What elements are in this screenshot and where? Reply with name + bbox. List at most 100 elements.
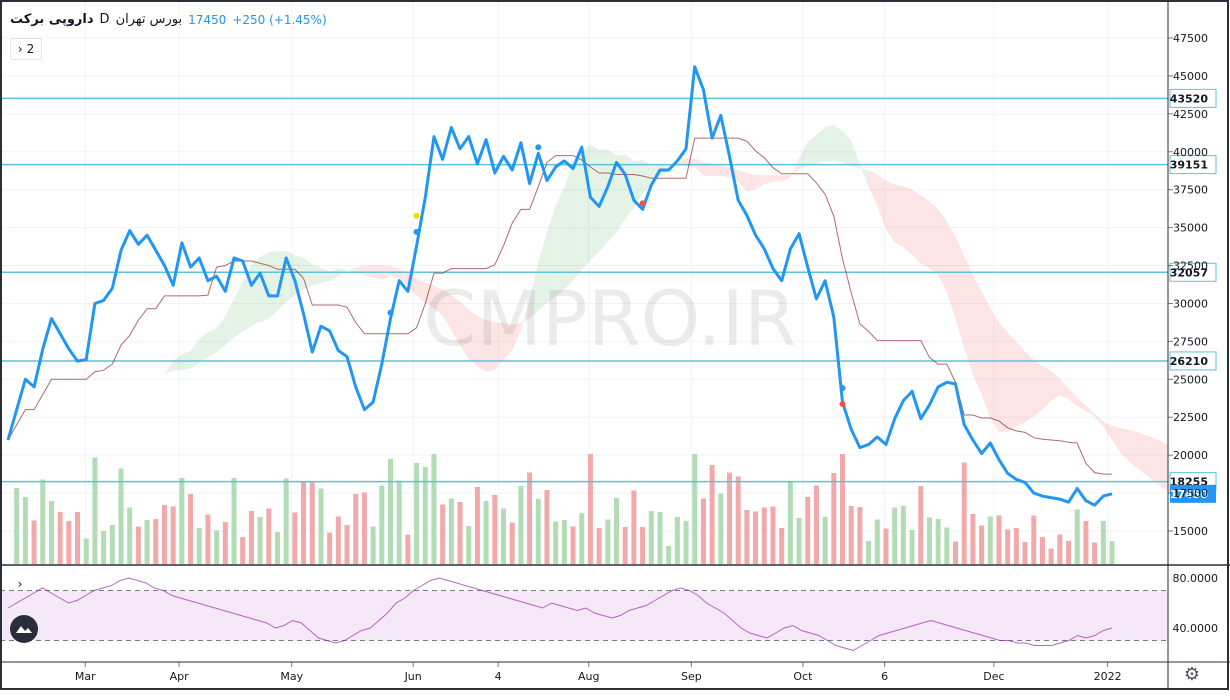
level-label-box	[1169, 262, 1217, 282]
cloud-segment	[1146, 435, 1156, 484]
signal-dot	[387, 309, 394, 316]
cloud-segment	[790, 158, 800, 178]
cloud-segment	[981, 290, 991, 418]
cloud-segment	[972, 275, 982, 395]
cloud-segment	[929, 201, 939, 276]
cloud-segment	[312, 264, 321, 286]
volume-bar	[700, 498, 706, 564]
cloud-segment	[720, 165, 730, 178]
volume-bar	[1100, 521, 1106, 564]
gear-icon[interactable]: ⚙	[1183, 664, 1200, 685]
rsi-tick-label: 80.0000	[1173, 572, 1219, 585]
volume-bar	[874, 519, 880, 564]
volume-bar	[840, 454, 846, 564]
volume-bar	[761, 507, 767, 564]
cloud-segment	[633, 159, 643, 208]
volume-bar	[161, 505, 167, 564]
cloud-segment	[912, 189, 921, 264]
interval-label[interactable]: D	[99, 12, 110, 27]
cloud-segment	[1016, 341, 1026, 427]
volume-bar	[109, 525, 115, 564]
volume-bar	[813, 485, 819, 564]
volume-bar	[1005, 529, 1011, 564]
level-label: 43520	[1170, 92, 1209, 105]
volume-bar	[779, 528, 785, 564]
cloud-segment	[529, 262, 539, 319]
cloud-segment	[329, 267, 339, 282]
cloud-segment	[416, 278, 426, 304]
cloud-segment	[564, 164, 574, 290]
level-label: 26210	[1170, 355, 1209, 368]
volume-bar	[344, 525, 350, 564]
volume-bar	[909, 530, 915, 564]
cloud-segment	[903, 186, 913, 255]
volume-bar	[301, 481, 307, 564]
volume-bar	[500, 508, 506, 564]
volume-bar	[1109, 541, 1115, 564]
cloud-segment	[477, 315, 487, 372]
volume-bar	[631, 490, 637, 564]
rsi-toggle-button[interactable]: ›	[10, 576, 30, 592]
volume-bar	[1057, 534, 1063, 564]
cloud-segment	[1120, 428, 1130, 462]
cloud-segment	[1033, 359, 1043, 417]
x-tick-label: Oct	[793, 670, 813, 683]
cloud-segment	[225, 299, 235, 345]
y-tick-label: 32500	[1173, 260, 1208, 273]
volume-bar	[205, 514, 211, 564]
y-tick-label: 42500	[1173, 108, 1208, 121]
volume-bar	[787, 481, 793, 564]
volume-bar	[353, 494, 359, 564]
collapse-indicators-button[interactable]: › 2	[10, 38, 42, 60]
volume-bar	[926, 517, 932, 564]
y-tick-label: 22500	[1173, 411, 1208, 424]
price-change: +250 (+1.45%)	[232, 12, 327, 27]
chart-logo-icon[interactable]	[10, 615, 38, 643]
volume-bar	[1031, 515, 1037, 564]
volume-bar	[979, 525, 985, 564]
volume-bar	[75, 512, 81, 564]
volume-bar	[892, 507, 898, 564]
volume-bar	[822, 517, 828, 564]
volume-bar	[1048, 548, 1054, 564]
x-tick-label: 6	[881, 670, 888, 683]
volume-bar	[1083, 521, 1089, 564]
watermark: CMPRO.IR	[423, 274, 796, 363]
volume-bar	[196, 528, 202, 564]
volume-bar	[379, 485, 385, 564]
symbol-name[interactable]: داروپی برکت	[10, 12, 94, 27]
volume-bar	[135, 526, 141, 564]
kijun-line	[7, 137, 1112, 475]
x-tick-label: Mar	[75, 670, 96, 683]
cloud-segment	[686, 158, 695, 168]
rsi-band	[0, 590, 1168, 641]
volume-bar	[587, 454, 593, 564]
volume-bar	[622, 527, 628, 564]
cloud-segment	[599, 149, 608, 253]
volume-bar	[535, 499, 541, 564]
cloud-segment	[207, 327, 217, 358]
volume-bar	[935, 519, 941, 564]
volume-bar	[544, 490, 550, 564]
volume-bar	[648, 511, 654, 564]
cloud-segment	[799, 141, 808, 170]
last-price-box	[1170, 484, 1216, 503]
cloud-segment	[772, 175, 782, 182]
cloud-segment	[868, 170, 878, 206]
volume-bar	[335, 516, 341, 564]
volume-bar	[92, 457, 98, 564]
cloud-segment	[1051, 371, 1060, 401]
cloud-segment	[1025, 351, 1034, 423]
cloud-segment	[399, 268, 408, 287]
chevron-right-icon: ›	[17, 42, 23, 56]
volume-bar	[518, 486, 524, 564]
volume-bar	[127, 507, 133, 564]
x-tick-label: May	[280, 670, 303, 683]
cloud-segment	[347, 267, 356, 273]
volume-bar	[153, 519, 159, 564]
volume-bar	[40, 479, 46, 564]
volume-bar	[1066, 541, 1072, 564]
